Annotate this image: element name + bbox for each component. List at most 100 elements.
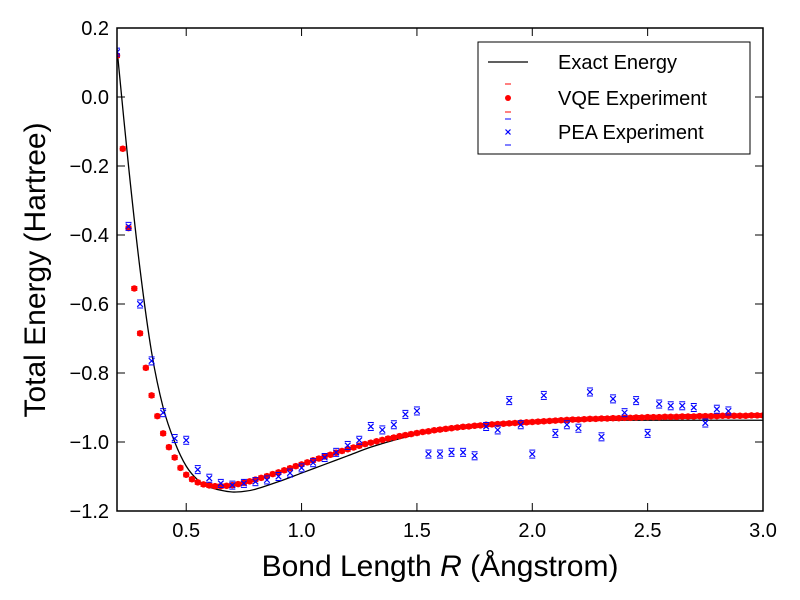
pea-point xyxy=(332,447,340,457)
y-tick-label: −1.2 xyxy=(70,501,109,523)
pea-point xyxy=(229,480,236,490)
pea-point xyxy=(482,421,490,431)
vqe-point xyxy=(373,438,380,445)
vqe-point xyxy=(211,482,219,490)
pea-point xyxy=(459,447,467,457)
legend-vqe-swatch xyxy=(505,83,511,113)
pea-point xyxy=(263,475,271,485)
legend-label: PEA Experiment xyxy=(558,122,704,144)
vqe-point xyxy=(171,454,178,461)
pea-point xyxy=(390,420,398,430)
pea-point xyxy=(275,472,282,481)
legend-pea-swatch xyxy=(505,118,511,146)
vqe-point xyxy=(413,429,421,437)
pea-point xyxy=(206,473,213,483)
legend-entry: Exact Energy xyxy=(488,52,677,74)
pea-point xyxy=(702,418,709,428)
pea-point xyxy=(667,401,674,411)
vqe-point xyxy=(136,330,144,337)
vqe-point xyxy=(379,436,386,444)
legend-box xyxy=(477,41,751,155)
pea-point xyxy=(356,435,363,445)
legend-entry: PEA Experiment xyxy=(505,118,704,146)
vqe-point xyxy=(396,432,403,440)
pea-point xyxy=(117,47,121,57)
vqe-point xyxy=(200,481,207,488)
pea-point xyxy=(471,451,478,461)
pea-point xyxy=(655,399,663,409)
y-tick-label: 0.0 xyxy=(81,87,109,109)
vqe-point xyxy=(246,478,253,485)
vqe-point xyxy=(367,439,375,446)
vqe-point xyxy=(338,447,346,455)
pea-point xyxy=(563,420,571,430)
pea-point xyxy=(321,453,328,463)
vqe-point xyxy=(638,414,646,421)
y-tick-label: 0.2 xyxy=(81,18,109,40)
y-axis-ticks: 0.2 0.0 −0.2 −0.4 −0.6 −0.8 −1.0 −1.2 xyxy=(70,18,763,523)
pea-point xyxy=(171,434,178,444)
vqe-point xyxy=(321,453,328,460)
vqe-point xyxy=(753,412,761,419)
vqe-point xyxy=(402,431,409,439)
pea-point xyxy=(344,440,351,450)
pea-point xyxy=(125,221,132,231)
vqe-point xyxy=(234,480,242,488)
vqe-point xyxy=(696,412,703,420)
pea-point xyxy=(609,394,617,404)
vqe-point xyxy=(719,412,726,420)
vqe-point xyxy=(488,421,496,428)
vqe-point xyxy=(511,419,519,427)
vqe-point xyxy=(154,412,161,420)
vqe-point xyxy=(425,428,432,435)
pea-point xyxy=(679,401,686,411)
pea-point xyxy=(621,408,628,418)
x-tick-label: 1.5 xyxy=(403,520,431,542)
vqe-point xyxy=(459,423,467,431)
vqe-point xyxy=(361,440,369,448)
y-tick-label: −0.4 xyxy=(70,225,109,247)
pea-point xyxy=(309,458,317,468)
vqe-point xyxy=(707,412,715,420)
vqe-point xyxy=(684,413,692,420)
vqe-point xyxy=(575,416,582,423)
pea-point xyxy=(379,425,386,435)
vqe-point xyxy=(182,471,190,479)
vqe-point xyxy=(650,413,657,421)
legend-entry: VQE Experiment xyxy=(505,83,707,113)
vqe-point xyxy=(598,415,605,422)
vqe-point xyxy=(177,464,184,472)
vqe-point xyxy=(736,412,744,420)
pea-point xyxy=(540,390,548,400)
vqe-point xyxy=(350,444,357,451)
vqe-point xyxy=(477,422,484,429)
vqe-point xyxy=(580,415,588,423)
vqe-point xyxy=(529,418,536,426)
vqe-point xyxy=(546,417,553,425)
legend-label: Exact Energy xyxy=(558,52,677,74)
pea-point xyxy=(159,408,167,418)
vqe-point xyxy=(730,412,738,420)
vqe-point xyxy=(442,425,450,433)
vqe-point xyxy=(142,364,150,372)
pea-point xyxy=(252,477,259,487)
vqe-point xyxy=(436,426,444,433)
pea-point xyxy=(505,396,513,406)
vqe-point xyxy=(292,462,300,470)
pea-point xyxy=(194,465,201,475)
vqe-point xyxy=(131,285,138,292)
vqe-point xyxy=(586,415,594,423)
vqe-point xyxy=(604,415,611,422)
pea-point xyxy=(217,478,225,488)
pea-point xyxy=(586,387,594,397)
vqe-point xyxy=(505,420,513,427)
pea-point xyxy=(713,404,721,414)
vqe-point xyxy=(194,479,201,486)
y-tick-label: −0.6 xyxy=(70,294,109,316)
x-axis-ticks: 0.5 1.0 1.5 2.0 2.5 3.0 xyxy=(172,28,777,542)
x-tick-label: 2.0 xyxy=(518,520,546,542)
y-tick-label: −0.8 xyxy=(70,363,109,385)
vqe-point xyxy=(148,392,155,399)
pea-point xyxy=(575,423,582,433)
